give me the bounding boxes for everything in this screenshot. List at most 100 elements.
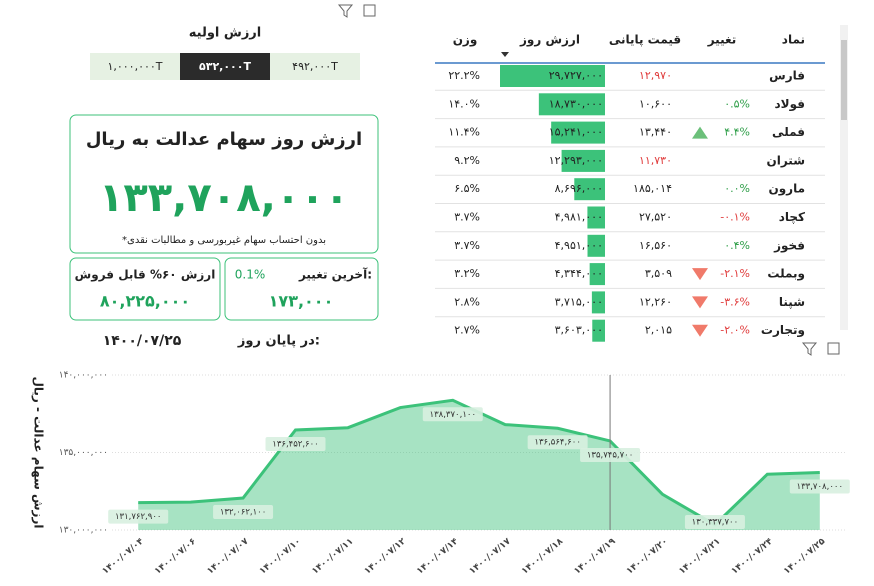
x-tick-label: ۱۴۰۰/۰۷/۰۶ [153,537,198,577]
trend-icon [692,324,708,337]
kpi-label: آخرین تغییر: [298,267,372,282]
column-header: ارزش روز [519,33,580,48]
close-price: ۱۲,۲۶۰ [639,295,672,308]
data-label: ۱۳۶,۴۵۲,۶۰۰ [272,439,319,449]
trend-icon [692,296,708,309]
value: ۱۵,۲۴۱,۰۰۰ [549,126,603,139]
symbol: کچاد [779,210,805,224]
close-price: ۲,۰۱۵ [645,324,672,337]
value-bar [587,234,605,257]
slicer-option-selected[interactable] [180,53,270,80]
scrollbar-thumb[interactable] [841,40,847,120]
value-bar [500,65,605,87]
weight: ۱۴.۰% [448,97,480,110]
data-label-box [527,435,588,450]
kpi-card [69,257,221,321]
close-price: ۱۸۵,۰۱۴ [633,182,672,195]
data-label: ۱۳۱,۷۶۲,۹۰۰ [115,512,162,522]
x-tick-label: ۱۴۰۰/۰۷/۱۱ [310,537,355,577]
date-value: ۱۴۰۰/۰۷/۲۵ [103,333,182,349]
value-bar [592,319,605,342]
value: ۴,۹۸۱,۰۰۰ [555,211,603,224]
card-note: *بدون احتساب سهام غیربورسی و مطالبات نقد… [122,235,326,246]
change: -۳.۶% [720,295,750,308]
slicer-option[interactable] [90,53,180,80]
weight: ۶.۵% [454,182,480,195]
expand-icon[interactable] [363,4,376,17]
weight: ۲۲.۲% [448,69,480,82]
expand-icon[interactable] [827,342,840,355]
data-label-box [108,509,169,524]
y-tick-label: ۱۳۵,۰۰۰,۰۰۰ [59,448,108,458]
value: ۲۹,۷۲۷,۰۰۰ [549,69,603,82]
data-label-box [265,436,326,451]
y-tick-label: ۱۴۰,۰۰۰,۰۰۰ [59,371,108,381]
symbol: فخوز [773,238,805,253]
value: ۴,۹۵۱,۰۰۰ [555,239,603,252]
data-label: ۱۳۳,۷۰۸,۰۰۰ [797,482,844,492]
close-price: ۱۰,۶۰۰ [639,97,672,110]
data-label-box [213,505,274,520]
x-tick-label: ۱۴۰۰/۰۷/۲۵ [782,536,828,576]
close-price: ۲۷,۵۲۰ [639,211,672,224]
kpi-value: ۸۰,۲۲۵,۰۰۰ [100,292,190,311]
data-label-box [580,447,641,462]
data-label: ۱۳۰,۳۳۷,۷۰۰ [692,518,739,528]
sort-indicator[interactable] [501,52,509,57]
data-label-box [422,407,483,422]
value-bar [587,206,605,229]
card-title: ارزش روز سهام عدالت به ریال [86,129,362,150]
x-tick-label: ۱۴۰۰/۰۷/۲۰ [625,537,670,577]
value: ۱۸,۷۳۰,۰۰۰ [549,97,603,110]
symbol: فملی [772,125,805,139]
x-tick-label: ۱۴۰۰/۰۷/۱۷ [468,536,514,576]
data-label: ۱۳۲,۰۶۲,۱۰۰ [220,508,267,518]
date-label: در پایان روز: [237,334,320,349]
change: -۰.۱% [720,211,750,224]
value-bar [551,121,605,144]
column-header: وزن [453,33,478,48]
scrollbar[interactable] [840,25,848,330]
data-label: ۱۳۶,۵۶۴,۶۰۰ [534,438,581,448]
kpi-percent: 0.1% [235,268,266,282]
weight: ۲.۸% [454,295,480,308]
slicer-option-label: ۱,۰۰۰,۰۰۰T [107,60,162,73]
value: ۳,۶۰۳,۰۰۰ [555,324,603,337]
y-tick-label: ۱۳۰,۰۰۰,۰۰۰ [59,526,108,536]
symbol: شتران [766,153,805,167]
weight: ۲.۷% [454,324,480,337]
weight: ۱۱.۴% [448,126,480,139]
filter-icon[interactable] [337,4,354,18]
kpi-label: ارزش ۶۰% قابل فروش [75,268,216,283]
weight: ۹.۲% [454,154,480,167]
slicer-option-label: ۵۳۲,۰۰۰T [199,60,251,73]
y-axis-title: ارزش سهام عدالت - ریال [31,377,46,529]
x-tick-label: ۱۴۰۰/۰۷/۱۴ [415,536,461,576]
filter-icon[interactable] [801,342,818,356]
area [138,400,820,530]
data-label-box [684,515,745,529]
column-header: تغییر [707,33,737,47]
x-tick-label: ۱۴۰۰/۰۷/۱۸ [520,536,566,576]
x-tick-label: ۱۴۰۰/۰۷/۲۱ [677,537,722,577]
trend-icon [692,268,708,281]
change: ۰.۴% [724,239,750,252]
value-bar [589,263,605,286]
card-value: ۱۳۳,۷۰۸,۰۰۰ [99,175,349,221]
symbol: وتجارت [761,323,805,338]
value: ۴,۳۴۴,۰۰۰ [555,267,603,280]
change: ۰.۰% [724,182,750,195]
value-bar [538,93,605,116]
x-tick-label: ۱۴۰۰/۰۷/۰۷ [205,536,251,576]
data-label: ۱۳۸,۳۷۰,۱۰۰ [430,410,477,420]
value: ۳,۷۱۵,۰۰۰ [555,295,603,308]
symbol: وبملت [767,267,805,282]
weight: ۳.۷% [454,211,480,224]
slicer-option[interactable] [270,53,360,80]
change: ۰.۵% [724,97,750,110]
data-label: ۱۳۵,۷۴۵,۷۰۰ [587,450,634,460]
change: -۲.۰% [720,324,750,337]
close-price: ۳,۵۰۹ [645,267,672,280]
close-price: ۱۲,۹۷۰ [639,69,672,82]
symbol: مارون [768,182,805,197]
